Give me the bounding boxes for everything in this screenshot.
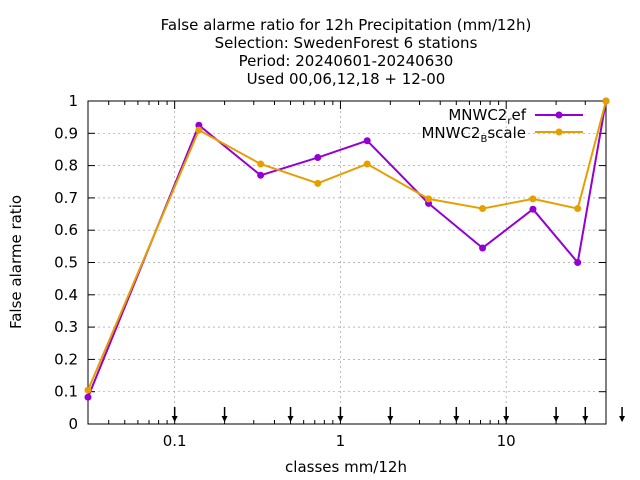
legend-entry-mnwc2-ref: MNWC2ref [448,106,583,127]
legend-label-main: MNWC2 [421,124,480,142]
legend: MNWC2ref MNWC2Bscale [421,106,583,145]
class-threshold-markers [171,407,626,422]
legend-label-subscript: B [480,134,487,145]
class-threshold-arrow [387,407,394,422]
x-axis-label: classes mm/12h [285,458,407,476]
data-point [257,160,265,168]
plot-frame [87,100,607,425]
data-point [529,195,537,203]
legend-label-main: MNWC2 [448,106,507,124]
data-point [479,244,487,252]
data-point [314,179,322,187]
data-point [195,126,203,134]
series [84,97,610,401]
y-tick-label: 1 [68,92,78,110]
chart-title: False alarme ratio for 12h Precipitation… [161,16,532,88]
data-point [314,154,322,162]
data-point [257,171,265,179]
title-line-1: False alarme ratio for 12h Precipitation… [161,16,532,34]
y-tick-label: 0 [68,415,78,433]
data-point [602,97,610,105]
class-threshold-arrow [221,407,228,422]
y-tick-label: 0.2 [54,350,78,368]
title-line-4: Used 00,06,12,18 + 12-00 [247,70,446,88]
x-tick-label: 10 [497,432,516,450]
x-tick-label: 0.1 [163,432,187,450]
legend-entry-mnwc2-bscale: MNWC2Bscale [421,124,583,145]
data-point [574,205,582,213]
title-line-3: Period: 20240601-20240630 [239,52,454,70]
y-tick-label: 0.9 [54,124,78,142]
data-point [574,259,582,266]
legend-swatch-marker-mnwc2-ref [555,111,563,119]
legend-label-rest: scale [487,124,526,142]
y-tick-label: 0.8 [54,157,78,175]
data-point [529,205,537,213]
legend-label-mnwc2-bscale: MNWC2Bscale [421,124,526,145]
data-point [84,386,92,394]
data-point [479,205,487,213]
class-threshold-arrow [582,407,589,422]
legend-swatch-marker-mnwc2-bscale [555,128,563,136]
x-tick-label: 1 [336,432,346,450]
y-tick-label: 0.4 [54,286,78,304]
series-line-0 [87,100,607,398]
class-threshold-arrow [287,407,294,422]
y-tick-label: 0.5 [54,254,78,272]
class-threshold-arrow [171,407,178,422]
title-line-2: Selection: SwedenForest 6 stations [215,34,478,52]
grid [88,101,606,424]
class-threshold-arrow [553,407,560,422]
legend-label-mnwc2-ref: MNWC2ref [448,106,526,127]
class-threshold-arrow [337,407,344,422]
class-threshold-arrow [453,407,460,422]
data-point [195,121,203,129]
y-tick-label: 0.3 [54,318,78,336]
y-axis-label: False alarme ratio [7,195,25,329]
legend-label-rest: ef [511,106,526,124]
legend-label-subscript: r [507,116,512,127]
data-point [425,195,433,203]
data-point [363,137,371,145]
y-tick-label: 0.1 [54,383,78,401]
data-point [363,160,371,168]
series-line-1 [87,100,607,391]
y-tick-label: 0.7 [54,189,78,207]
class-threshold-arrow [503,407,510,422]
data-point [84,393,92,401]
y-tick-label: 0.6 [54,221,78,239]
axes: 0 0.1 0.2 0.3 0.4 0.5 0.6 0.7 0.8 0.9 1 0.1 1 10 [54,92,607,450]
class-threshold-arrow [619,407,626,422]
